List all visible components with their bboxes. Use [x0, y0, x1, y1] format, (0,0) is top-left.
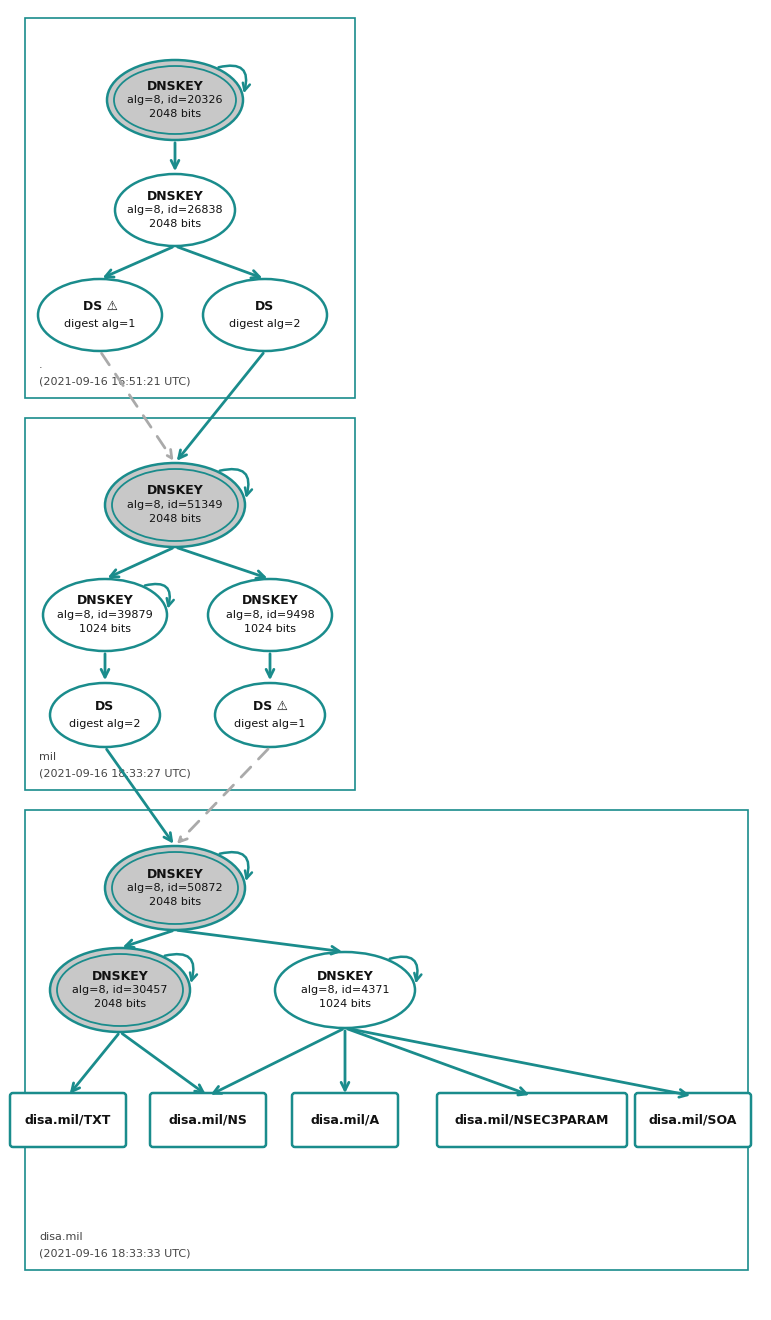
- FancyArrowPatch shape: [165, 954, 197, 981]
- Text: 2048 bits: 2048 bits: [149, 110, 201, 119]
- Text: 1024 bits: 1024 bits: [79, 624, 131, 634]
- Text: alg=8, id=4371: alg=8, id=4371: [301, 985, 389, 995]
- Ellipse shape: [105, 463, 245, 546]
- Ellipse shape: [38, 279, 162, 351]
- FancyBboxPatch shape: [635, 1093, 751, 1147]
- Text: alg=8, id=26838: alg=8, id=26838: [127, 205, 223, 215]
- Text: DNSKEY: DNSKEY: [146, 867, 204, 880]
- Text: 2048 bits: 2048 bits: [149, 898, 201, 907]
- Text: disa.mil/A: disa.mil/A: [311, 1114, 379, 1126]
- Text: DS ⚠: DS ⚠: [253, 700, 288, 713]
- Ellipse shape: [43, 579, 167, 651]
- Ellipse shape: [275, 952, 415, 1028]
- FancyBboxPatch shape: [25, 810, 748, 1270]
- Ellipse shape: [115, 174, 235, 246]
- Text: 2048 bits: 2048 bits: [94, 999, 146, 1008]
- FancyBboxPatch shape: [150, 1093, 266, 1147]
- FancyArrowPatch shape: [389, 957, 422, 981]
- Text: digest alg=2: digest alg=2: [69, 719, 141, 729]
- FancyArrowPatch shape: [220, 853, 252, 878]
- FancyBboxPatch shape: [437, 1093, 627, 1147]
- Text: alg=8, id=20326: alg=8, id=20326: [127, 95, 223, 106]
- Text: alg=8, id=9498: alg=8, id=9498: [226, 610, 315, 620]
- Text: DS: DS: [255, 300, 274, 313]
- Ellipse shape: [105, 846, 245, 931]
- Ellipse shape: [215, 682, 325, 747]
- FancyArrowPatch shape: [145, 583, 173, 606]
- FancyBboxPatch shape: [25, 418, 355, 789]
- Ellipse shape: [107, 59, 243, 140]
- Text: DNSKEY: DNSKEY: [92, 969, 148, 982]
- Text: (2021-09-16 18:33:33 UTC): (2021-09-16 18:33:33 UTC): [39, 1247, 190, 1258]
- Text: mil: mil: [39, 752, 56, 762]
- Text: alg=8, id=50872: alg=8, id=50872: [127, 883, 223, 894]
- Text: disa.mil/NSEC3PARAM: disa.mil/NSEC3PARAM: [455, 1114, 609, 1126]
- Ellipse shape: [203, 279, 327, 351]
- Ellipse shape: [208, 579, 332, 651]
- Text: 1024 bits: 1024 bits: [244, 624, 296, 634]
- Text: DNSKEY: DNSKEY: [146, 190, 204, 202]
- Text: 1024 bits: 1024 bits: [319, 999, 371, 1008]
- Text: 2048 bits: 2048 bits: [149, 219, 201, 228]
- Text: .: .: [39, 360, 42, 370]
- Text: disa.mil/SOA: disa.mil/SOA: [649, 1114, 737, 1126]
- Text: DNSKEY: DNSKEY: [76, 594, 133, 607]
- Text: DNSKEY: DNSKEY: [146, 484, 204, 498]
- Text: DNSKEY: DNSKEY: [146, 79, 204, 92]
- Text: DS: DS: [96, 700, 115, 713]
- Text: alg=8, id=39879: alg=8, id=39879: [57, 610, 153, 620]
- FancyBboxPatch shape: [10, 1093, 126, 1147]
- FancyBboxPatch shape: [292, 1093, 398, 1147]
- Ellipse shape: [50, 682, 160, 747]
- Text: digest alg=2: digest alg=2: [229, 319, 301, 329]
- Text: DS ⚠: DS ⚠: [82, 300, 117, 313]
- Text: alg=8, id=30457: alg=8, id=30457: [72, 985, 168, 995]
- Text: alg=8, id=51349: alg=8, id=51349: [127, 500, 223, 510]
- Text: digest alg=1: digest alg=1: [64, 319, 136, 329]
- Ellipse shape: [50, 948, 190, 1032]
- Text: (2021-09-16 18:33:27 UTC): (2021-09-16 18:33:27 UTC): [39, 768, 190, 777]
- Text: (2021-09-16 16:51:21 UTC): (2021-09-16 16:51:21 UTC): [39, 376, 190, 385]
- Text: disa.mil/NS: disa.mil/NS: [169, 1114, 247, 1126]
- Text: DNSKEY: DNSKEY: [317, 969, 373, 982]
- Text: disa.mil: disa.mil: [39, 1232, 82, 1242]
- Text: DNSKEY: DNSKEY: [241, 594, 298, 607]
- FancyArrowPatch shape: [220, 469, 252, 495]
- Text: 2048 bits: 2048 bits: [149, 513, 201, 524]
- Text: digest alg=1: digest alg=1: [234, 719, 305, 729]
- Text: disa.mil/TXT: disa.mil/TXT: [25, 1114, 111, 1126]
- FancyBboxPatch shape: [25, 18, 355, 399]
- FancyArrowPatch shape: [218, 66, 250, 91]
